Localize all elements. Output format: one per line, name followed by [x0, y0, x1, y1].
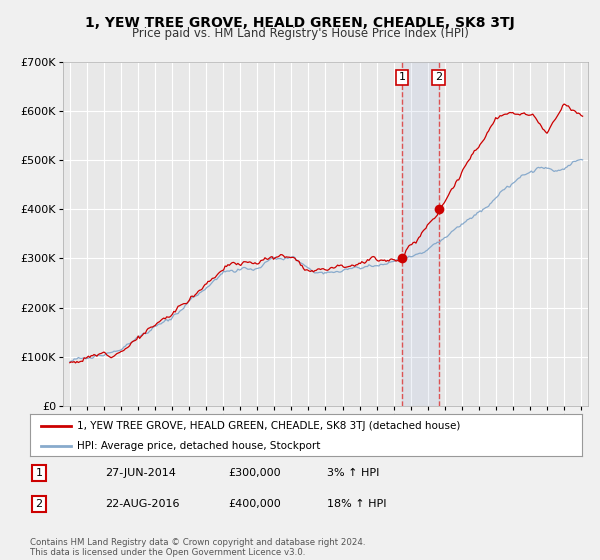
Text: 1: 1: [35, 468, 43, 478]
Text: 2: 2: [35, 499, 43, 509]
Bar: [402, 62, 439, 406]
Text: £300,000: £300,000: [228, 468, 281, 478]
Text: Contains HM Land Registry data © Crown copyright and database right 2024.
This d: Contains HM Land Registry data © Crown c…: [30, 538, 365, 557]
Text: HPI: Average price, detached house, Stockport: HPI: Average price, detached house, Stoc…: [77, 441, 320, 451]
Text: 1, YEW TREE GROVE, HEALD GREEN, CHEADLE, SK8 3TJ (detached house): 1, YEW TREE GROVE, HEALD GREEN, CHEADLE,…: [77, 421, 460, 431]
Text: 18% ↑ HPI: 18% ↑ HPI: [327, 499, 386, 509]
Text: 27-JUN-2014: 27-JUN-2014: [105, 468, 176, 478]
Text: 2: 2: [435, 72, 442, 82]
Text: Price paid vs. HM Land Registry's House Price Index (HPI): Price paid vs. HM Land Registry's House …: [131, 27, 469, 40]
Text: 1, YEW TREE GROVE, HEALD GREEN, CHEADLE, SK8 3TJ: 1, YEW TREE GROVE, HEALD GREEN, CHEADLE,…: [85, 16, 515, 30]
Text: £400,000: £400,000: [228, 499, 281, 509]
Text: 22-AUG-2016: 22-AUG-2016: [105, 499, 179, 509]
Text: 3% ↑ HPI: 3% ↑ HPI: [327, 468, 379, 478]
Text: 1: 1: [399, 72, 406, 82]
